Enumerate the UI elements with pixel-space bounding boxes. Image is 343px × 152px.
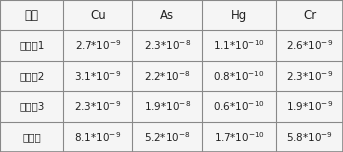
Text: 5.2*10$^{-8}$: 5.2*10$^{-8}$ bbox=[144, 130, 190, 144]
Text: 1.9*10$^{-9}$: 1.9*10$^{-9}$ bbox=[286, 100, 333, 113]
Text: 1.9*10$^{-8}$: 1.9*10$^{-8}$ bbox=[144, 100, 191, 113]
Text: Hg: Hg bbox=[231, 9, 247, 22]
Text: 3.1*10$^{-9}$: 3.1*10$^{-9}$ bbox=[74, 69, 121, 83]
Text: 1.7*10$^{-10}$: 1.7*10$^{-10}$ bbox=[214, 130, 265, 144]
Text: 2.3*10$^{-8}$: 2.3*10$^{-8}$ bbox=[144, 39, 191, 52]
Text: Cu: Cu bbox=[90, 9, 106, 22]
Text: 2.6*10$^{-9}$: 2.6*10$^{-9}$ bbox=[286, 39, 333, 52]
Text: Cr: Cr bbox=[303, 9, 316, 22]
Text: 0.8*10$^{-10}$: 0.8*10$^{-10}$ bbox=[213, 69, 265, 83]
Text: As: As bbox=[160, 9, 174, 22]
Text: 2.3*10$^{-9}$: 2.3*10$^{-9}$ bbox=[74, 100, 121, 113]
Text: 实施例2: 实施例2 bbox=[19, 71, 44, 81]
Text: 5.8*10$^{-9}$: 5.8*10$^{-9}$ bbox=[286, 130, 333, 144]
Text: 实施例3: 实施例3 bbox=[19, 101, 44, 111]
Text: 2.3*10$^{-9}$: 2.3*10$^{-9}$ bbox=[286, 69, 333, 83]
Text: 1.1*10$^{-10}$: 1.1*10$^{-10}$ bbox=[213, 39, 265, 52]
Text: 项目: 项目 bbox=[25, 9, 39, 22]
Text: 2.7*10$^{-9}$: 2.7*10$^{-9}$ bbox=[74, 39, 121, 52]
Text: 实施例1: 实施例1 bbox=[19, 41, 44, 51]
Text: 0.6*10$^{-10}$: 0.6*10$^{-10}$ bbox=[213, 100, 265, 113]
Text: 8.1*10$^{-9}$: 8.1*10$^{-9}$ bbox=[74, 130, 121, 144]
Text: 2.2*10$^{-8}$: 2.2*10$^{-8}$ bbox=[144, 69, 190, 83]
Text: 对照组: 对照组 bbox=[22, 132, 41, 142]
